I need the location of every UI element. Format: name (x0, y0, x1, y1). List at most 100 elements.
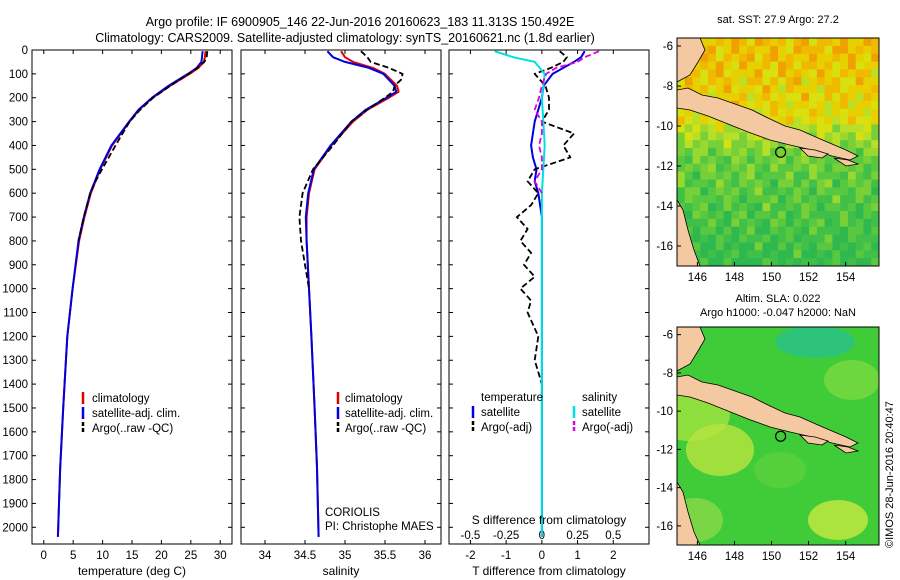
sla-map-ticks: 146 148 150 152 154 -6 -8 -10 -12 -14 -16 (656, 330, 855, 563)
sst-cell (700, 61, 709, 70)
sst-cell (785, 226, 794, 235)
sst-map (677, 38, 879, 266)
sst-cell (785, 234, 794, 243)
sst-cell (793, 93, 802, 102)
x-tick-label: 20 (155, 550, 168, 562)
sst-cell (816, 69, 826, 78)
sst-cell (723, 258, 732, 266)
sst-cell (863, 234, 872, 243)
sst-cell (824, 187, 833, 196)
sst-cell (746, 45, 756, 55)
sst-cell (847, 218, 857, 228)
series-line-temperature-argo-adj- (516, 50, 575, 408)
sst-cell (739, 195, 748, 204)
salinity-xlabel: salinity (323, 564, 360, 578)
sst-cell (708, 163, 717, 173)
sst-cell (746, 187, 756, 196)
sst-cell (863, 195, 872, 204)
sst-cell (855, 93, 864, 102)
y-tick-label: 200 (9, 93, 28, 105)
sst-cell (871, 140, 879, 149)
x-tick-label: -1 (501, 550, 511, 562)
sst-cell (840, 234, 849, 243)
sst-cell (692, 155, 701, 165)
temperature-lines (56, 51, 209, 537)
sst-cell (863, 163, 872, 173)
sst-cell (692, 242, 701, 251)
sst-cell (871, 226, 879, 235)
sst-cell (801, 234, 810, 243)
series-line-satellite-adj-clim- (56, 51, 204, 537)
sst-cell (731, 226, 740, 235)
sst-cell (770, 171, 779, 180)
sst-cell (785, 148, 794, 157)
sst-cell (793, 69, 802, 78)
sst-cell (684, 179, 693, 188)
sst-cell (762, 69, 771, 78)
sst-cell (801, 93, 810, 102)
sst-cell (708, 195, 717, 204)
sst-cell (832, 218, 841, 228)
sst-cell (855, 210, 864, 220)
sst-cell (871, 179, 879, 188)
sst-cell (708, 116, 717, 125)
sst-cell (739, 45, 748, 55)
sst-cell (746, 53, 756, 62)
sst-cell (723, 124, 732, 133)
sst-cell (700, 132, 709, 141)
sst-cell (863, 258, 872, 266)
sst-cell (785, 218, 794, 228)
sst-cell (692, 210, 701, 220)
sst-cell (731, 258, 740, 266)
sst-cell (824, 179, 833, 188)
sst-cell (762, 108, 771, 118)
island (798, 147, 829, 159)
sst-cell (847, 116, 857, 125)
series-line-satellite-adj-clim- (304, 50, 398, 537)
sst-cell (863, 226, 872, 235)
sst-cell (762, 38, 771, 47)
sst-cell (715, 195, 725, 204)
sst-cell (847, 100, 857, 110)
sst-cell (809, 250, 818, 259)
difference-xlabel: T difference from climatology (472, 564, 626, 578)
sst-cell (863, 61, 872, 70)
sst-cell (855, 195, 864, 204)
sst-cell (708, 179, 717, 188)
australia-coast (677, 199, 701, 266)
sst-cell (824, 210, 833, 220)
sst-cell (816, 179, 826, 188)
sst-cell (801, 163, 810, 173)
sst-cell (778, 61, 787, 70)
sst-cell (778, 210, 787, 220)
sst-cell (700, 234, 709, 243)
sst-cell (871, 69, 879, 78)
sst-cell (832, 124, 841, 133)
sst-cell (809, 108, 818, 118)
sst-cell (809, 187, 818, 196)
sst-cell (816, 53, 826, 62)
sst-cell (778, 93, 787, 102)
sst-cell (715, 234, 725, 243)
sst-cell (801, 210, 810, 220)
sst-cell (832, 53, 841, 62)
sst-cell (801, 250, 810, 259)
sst-cell (739, 234, 748, 243)
sst-cell (793, 218, 802, 228)
sst-cell (778, 218, 787, 228)
sst-cell (739, 171, 748, 180)
sst-cell (762, 77, 771, 86)
y-tick-label: 1200 (2, 331, 28, 343)
sst-cell (754, 226, 763, 235)
sst-cell (715, 250, 725, 259)
sst-cell (847, 258, 857, 266)
sst-cell (863, 116, 872, 125)
sst-cell (824, 100, 833, 110)
sst-cell (801, 171, 810, 180)
sst-cell (746, 140, 756, 149)
sst-cell (715, 203, 725, 212)
sst-cell (770, 77, 779, 86)
sst-cell (809, 163, 818, 173)
sst-cell (754, 132, 763, 141)
sst-cell (677, 77, 686, 86)
